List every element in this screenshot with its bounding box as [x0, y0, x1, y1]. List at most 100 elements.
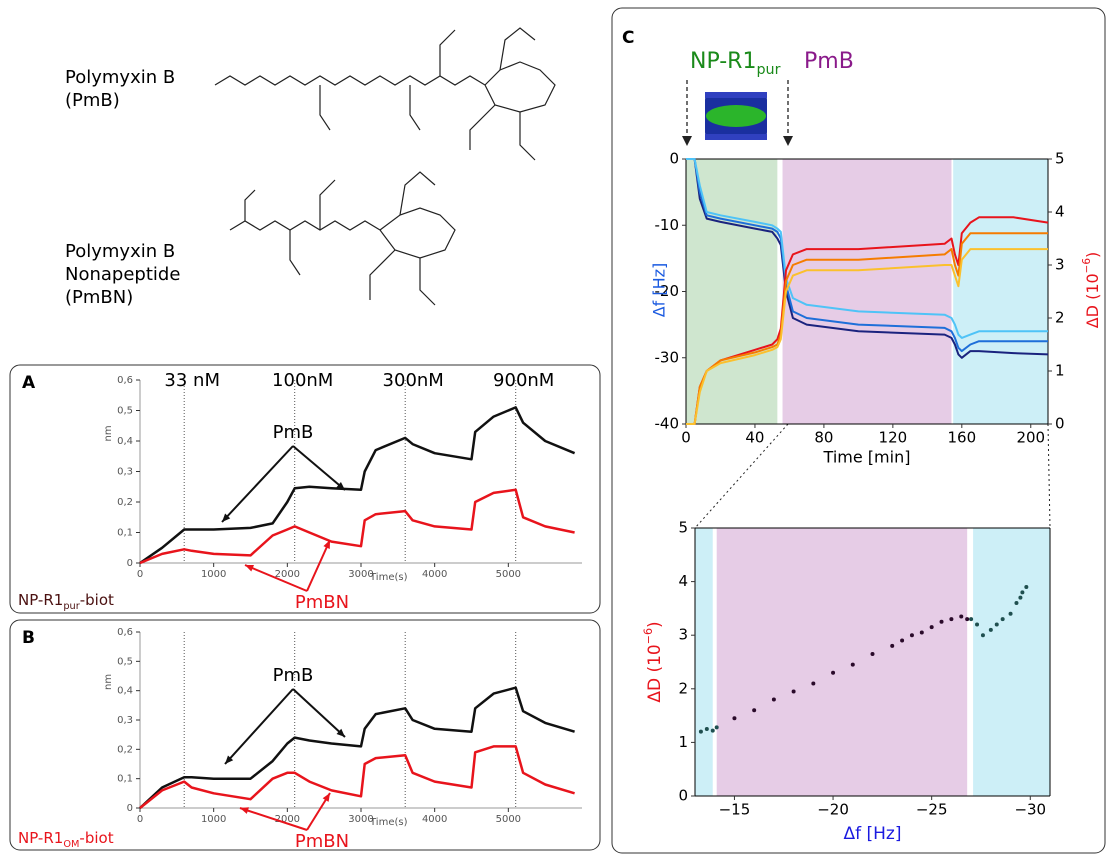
data-point	[699, 730, 703, 734]
y-tick-label: 0,3	[117, 715, 133, 726]
label-part: NP-R1	[690, 49, 756, 74]
label: NP-R1OM-biot	[18, 829, 114, 850]
data-point	[752, 708, 756, 712]
compound-name: (PmBN)	[65, 287, 133, 308]
label-part: OM	[63, 839, 79, 850]
structure-pmbn	[230, 172, 455, 305]
data-point	[949, 617, 953, 621]
phase-region	[695, 528, 713, 796]
y-tick-label: 0,5	[117, 656, 133, 667]
panel-letter: A	[22, 373, 36, 393]
label: NP-R1pur	[690, 49, 781, 78]
x-tick-label: 1000	[201, 814, 226, 825]
pmbn-annotation: PmBN	[295, 831, 349, 852]
x-tick-label: 4000	[422, 569, 447, 580]
label: ΔD (10−6)	[642, 621, 666, 702]
figure: A B C Polymyxin B(PmB)Polymyxin BNonapep…	[0, 0, 1110, 855]
data-point	[1024, 585, 1028, 589]
label-part: -biot	[79, 829, 113, 847]
data-point	[871, 652, 875, 656]
data-point	[831, 671, 835, 675]
data-point	[969, 617, 973, 621]
x-axis-label: Time(s)	[369, 817, 408, 828]
data-point	[811, 681, 815, 685]
x-tick-label: 5000	[496, 569, 521, 580]
x-tick-label: 80	[814, 429, 833, 447]
y-tick-label: 0,1	[117, 774, 133, 785]
x-tick-label: −30	[1014, 801, 1046, 819]
x-tick-label: −15	[719, 801, 751, 819]
y-tick-label: 0,2	[117, 497, 133, 508]
data-point	[1001, 617, 1005, 621]
concentration-label: 900nM	[493, 370, 554, 391]
y-tick-label: 0,5	[117, 406, 133, 417]
data-point	[1018, 596, 1022, 600]
x-axis-label: Time(s)	[369, 572, 408, 583]
y2-tick-label: 1	[1055, 362, 1065, 380]
x-tick-label: 5000	[496, 814, 521, 825]
y-tick-label: 0,6	[117, 627, 133, 638]
x-tick-label: 160	[947, 429, 976, 447]
data-line	[140, 407, 575, 563]
label-part: −6	[1081, 258, 1093, 273]
compound-name: Nonapeptide	[65, 264, 180, 285]
concentration-label: 100nM	[272, 370, 333, 391]
data-point	[965, 617, 969, 621]
y2-tick-label: 2	[1055, 309, 1065, 327]
data-point	[792, 689, 796, 693]
y-tick-label: 0,4	[117, 686, 133, 697]
x-tick-label: 0	[137, 814, 143, 825]
y-axis-label: nm	[103, 425, 114, 441]
label-part: pur	[756, 62, 780, 78]
compound-name: (PmB)	[65, 90, 120, 111]
y-tick-label: 0,1	[117, 528, 133, 539]
y-tick-label: -30	[655, 348, 680, 366]
y-tick-label: 0,6	[117, 375, 133, 386]
arrow-head	[240, 807, 249, 814]
data-point	[715, 725, 719, 729]
data-point	[851, 663, 855, 667]
compound-name: Polymyxin B	[65, 67, 175, 88]
concentration-label: 300nM	[383, 370, 444, 391]
label: NP-R1pur-biot	[18, 591, 114, 612]
y-tick-label: 0,3	[117, 467, 133, 478]
y-axis-label: Δf [Hz]	[650, 263, 669, 318]
y-tick-label: 0,4	[117, 436, 133, 447]
data-point	[959, 614, 963, 618]
x-tick-label: 4000	[422, 814, 447, 825]
arrow	[293, 446, 345, 490]
data-point	[975, 622, 979, 626]
x-tick-label: 40	[745, 429, 764, 447]
data-line	[140, 490, 575, 563]
y2-tick-label: 3	[1055, 256, 1065, 274]
compound-name: Polymyxin B	[65, 241, 175, 262]
label-part: )	[1083, 252, 1102, 258]
x-tick-label: −20	[817, 801, 849, 819]
y-tick-label: 1	[678, 733, 688, 751]
phase-region	[953, 159, 1048, 424]
y-tick-label: 3	[678, 626, 688, 644]
pmbn-annotation: PmBN	[295, 592, 349, 613]
pmb-annotation: PmB	[273, 665, 314, 686]
data-point	[732, 716, 736, 720]
y-tick-label: 0,2	[117, 744, 133, 755]
arrow	[225, 689, 293, 764]
x-tick-label: 0	[681, 429, 691, 447]
y-tick-label: 0	[678, 787, 688, 805]
data-point	[940, 620, 944, 624]
structure-pmb	[215, 28, 555, 160]
y2-tick-label: 5	[1055, 150, 1065, 168]
label-part: -biot	[80, 591, 114, 609]
arrow	[293, 689, 345, 737]
y-tick-label: 5	[678, 519, 688, 537]
y-tick-label: -40	[655, 415, 680, 433]
concentration-label: 33 nM	[164, 370, 220, 391]
y2-tick-label: 0	[1055, 415, 1065, 433]
data-point	[995, 622, 999, 626]
data-point	[910, 633, 914, 637]
label-part: NP-R1	[18, 829, 63, 847]
phase-region	[783, 159, 952, 424]
x-axis-label: Δf [Hz]	[844, 824, 902, 844]
x-tick-label: 120	[879, 429, 908, 447]
arrow	[307, 540, 330, 591]
